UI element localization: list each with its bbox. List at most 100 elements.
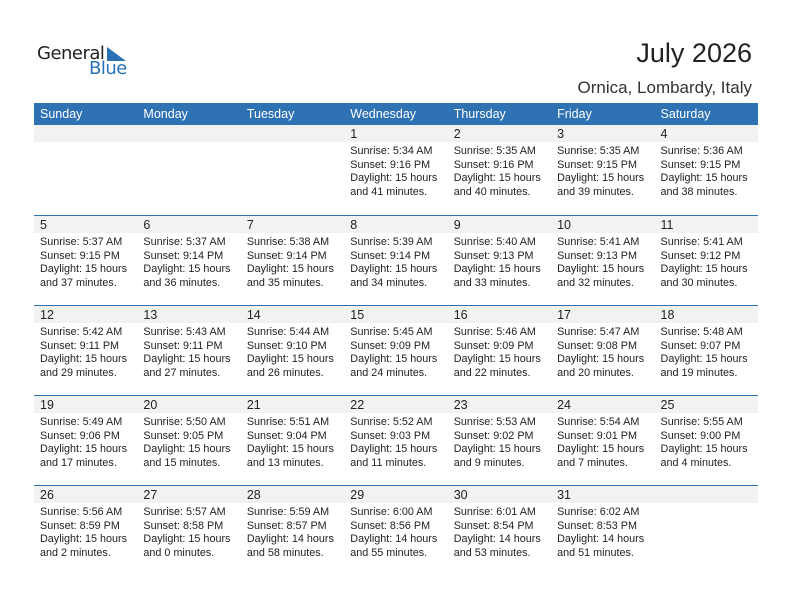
sunset-text: Sunset: 9:15 PM (660, 158, 741, 171)
sunset-text: Sunset: 9:12 PM (660, 249, 741, 262)
day-number-band (34, 216, 758, 233)
sunset-text: Sunset: 8:59 PM (40, 519, 120, 532)
day-number: 7 (246, 218, 254, 232)
sunrise-text: Sunrise: 5:40 AM (453, 236, 536, 248)
daylight-text: Daylight: 15 hours (40, 353, 128, 365)
day-number-band (34, 125, 758, 142)
day-cell: 9 Sunrise: 5:40 AM Sunset: 9:13 PM Daylight… (448, 216, 551, 305)
sunset-text: Sunset: 9:13 PM (453, 249, 534, 262)
logo-general: General (37, 43, 105, 64)
day-cell: 6 Sunrise: 5:37 AM Sunset: 9:14 PM Daylight… (137, 216, 240, 305)
daylight-text: Daylight: 15 hours (350, 263, 438, 275)
day-number: 26 (40, 488, 54, 502)
daylight-minutes-text: and 22 minutes. (453, 366, 531, 379)
daylight-minutes-text: and 17 minutes. (40, 456, 117, 469)
day-number: 28 (246, 488, 261, 502)
daylight-text: Daylight: 15 hours (246, 263, 334, 275)
daylight-minutes-text: and 27 minutes. (143, 366, 221, 379)
day-number: 3 (557, 127, 565, 141)
daylight-text: Daylight: 15 hours (557, 443, 645, 455)
day-number: 16 (453, 308, 468, 322)
daylight-minutes-text: and 34 minutes. (350, 276, 428, 289)
day-number: 6 (143, 218, 151, 232)
weekday-header: Sunday Monday Tuesday Wednesday Thursday Frid… (34, 103, 758, 125)
sunrise-text: Sunrise: 5:42 AM (40, 326, 123, 338)
sunset-text: Sunset: 8:54 PM (453, 519, 534, 532)
daylight-minutes-text: and 51 minutes. (557, 546, 634, 559)
daylight-text: Daylight: 14 hours (246, 533, 334, 545)
day-cell: 28 Sunrise: 5:59 AM Sunset: 8:57 PM Dayligh… (241, 486, 344, 575)
day-cell (34, 125, 137, 215)
daylight-minutes-text: and 53 minutes. (453, 546, 531, 559)
day-cell: 21 Sunrise: 5:51 AM Sunset: 9:04 PM Dayligh… (241, 396, 344, 485)
day-number: 12 (40, 308, 54, 322)
sunrise-text: Sunrise: 5:54 AM (557, 416, 640, 428)
weekday-thursday: Thursday (453, 107, 506, 121)
daylight-text: Daylight: 15 hours (40, 533, 128, 545)
day-number-band (34, 396, 758, 413)
daylight-minutes-text: and 4 minutes. (660, 456, 732, 469)
sunrise-text: Sunrise: 5:35 AM (453, 145, 536, 157)
day-cell: 14 Sunrise: 5:44 AM Sunset: 9:10 PM Dayligh… (241, 306, 344, 395)
sunrise-text: Sunrise: 5:51 AM (246, 416, 330, 428)
sunrise-text: Sunrise: 5:37 AM (143, 236, 226, 248)
sunrise-text: Sunrise: 5:35 AM (557, 145, 640, 157)
daylight-minutes-text: and 32 minutes. (557, 276, 634, 289)
daylight-minutes-text: and 2 minutes. (40, 546, 111, 559)
day-cell: 11 Sunrise: 5:41 AM Sunset: 9:12 PM Dayligh… (655, 216, 758, 305)
day-number: 30 (453, 488, 468, 502)
sunset-text: Sunset: 9:02 PM (453, 429, 534, 442)
sunrise-text: Sunrise: 5:47 AM (557, 326, 640, 338)
sunrise-text: Sunrise: 5:52 AM (350, 416, 433, 428)
daylight-minutes-text: and 40 minutes. (453, 185, 531, 198)
daylight-text: Daylight: 15 hours (143, 443, 231, 455)
day-cell: 24 Sunrise: 5:54 AM Sunset: 9:01 PM Dayligh… (551, 396, 654, 485)
daylight-text: Daylight: 15 hours (40, 263, 128, 275)
daylight-text: Daylight: 14 hours (557, 533, 645, 545)
daylight-text: Daylight: 15 hours (143, 353, 231, 365)
daylight-text: Daylight: 15 hours (453, 443, 541, 455)
day-cell: 25 Sunrise: 5:55 AM Sunset: 9:00 PM Dayligh… (655, 396, 758, 485)
daylight-text: Daylight: 15 hours (350, 353, 438, 365)
sunrise-text: Sunrise: 6:00 AM (350, 506, 433, 518)
daylight-minutes-text: and 26 minutes. (246, 366, 324, 379)
sunset-text: Sunset: 9:14 PM (350, 249, 431, 262)
sunset-text: Sunset: 9:07 PM (660, 339, 741, 352)
day-cell: 13 Sunrise: 5:43 AM Sunset: 9:11 PM Dayligh… (137, 306, 240, 395)
week-row: 1 Sunrise: 5:34 AM Sunset: 9:16 PM Daylight… (34, 125, 758, 215)
weekday-sunday: Sunday (40, 107, 83, 121)
sunset-text: Sunset: 9:05 PM (143, 429, 224, 442)
day-cell (241, 125, 344, 215)
daylight-text: Daylight: 15 hours (660, 172, 748, 184)
day-number: 20 (143, 398, 158, 412)
sunrise-text: Sunrise: 5:46 AM (453, 326, 536, 338)
day-number: 14 (246, 308, 261, 322)
sunset-text: Sunset: 9:15 PM (40, 249, 120, 262)
day-cell: 16 Sunrise: 5:46 AM Sunset: 9:09 PM Dayligh… (448, 306, 551, 395)
sunrise-text: Sunrise: 6:01 AM (453, 506, 536, 518)
location: Ornica, Lombardy, Italy (577, 78, 752, 97)
daylight-minutes-text: and 11 minutes. (350, 456, 427, 469)
daylight-text: Daylight: 15 hours (143, 263, 231, 275)
daylight-text: Daylight: 15 hours (246, 353, 334, 365)
sunset-text: Sunset: 9:10 PM (246, 339, 327, 352)
day-number: 17 (557, 308, 572, 322)
daylight-text: Daylight: 15 hours (246, 443, 334, 455)
day-number: 24 (557, 398, 572, 412)
daylight-text: Daylight: 15 hours (557, 263, 645, 275)
day-number: 27 (143, 488, 158, 502)
day-number: 2 (453, 127, 461, 141)
day-number-band (34, 306, 758, 323)
daylight-text: Daylight: 15 hours (660, 263, 748, 275)
calendar: Sunday Monday Tuesday Wednesday Thursday Frid… (34, 103, 758, 575)
sunset-text: Sunset: 9:09 PM (453, 339, 534, 352)
daylight-minutes-text: and 19 minutes. (660, 366, 738, 379)
daylight-minutes-text: and 24 minutes. (350, 366, 428, 379)
daylight-minutes-text: and 38 minutes. (660, 185, 738, 198)
sunrise-text: Sunrise: 5:59 AM (246, 506, 330, 518)
day-cell (137, 125, 240, 215)
week-row: 5 Sunrise: 5:37 AM Sunset: 9:15 PM Daylight… (34, 215, 758, 305)
daylight-minutes-text: and 29 minutes. (40, 366, 117, 379)
daylight-text: Daylight: 15 hours (453, 263, 541, 275)
sunset-text: Sunset: 9:11 PM (143, 339, 223, 352)
